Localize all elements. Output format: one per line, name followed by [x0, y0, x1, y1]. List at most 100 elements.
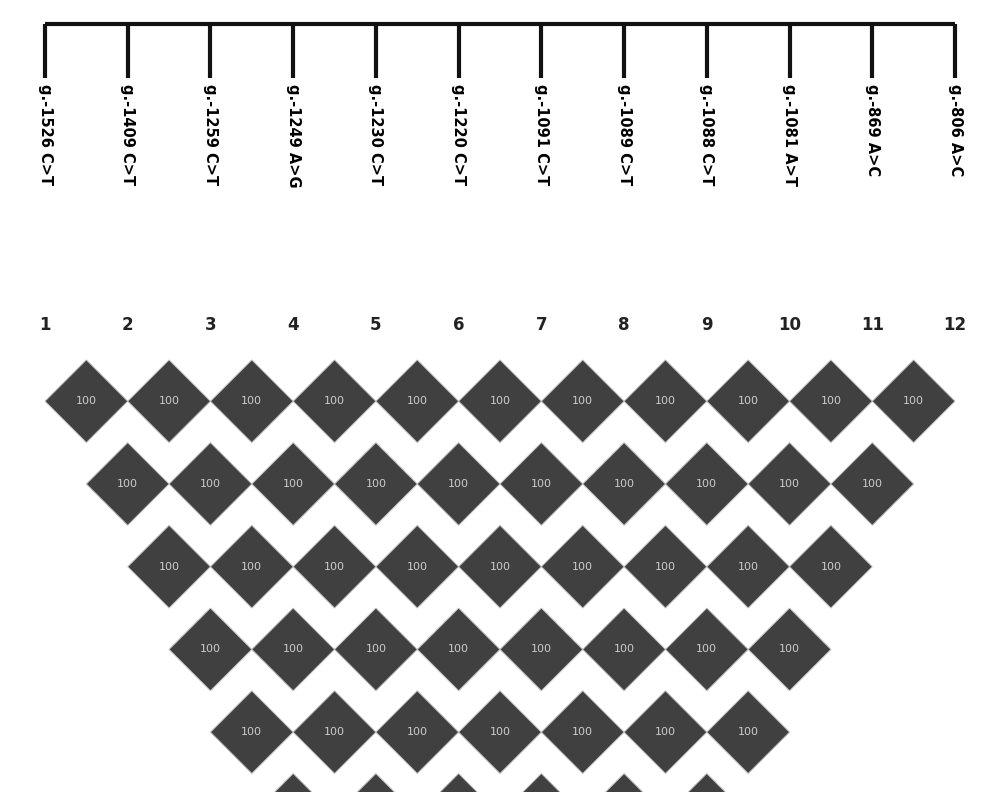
Text: 100: 100 [407, 727, 428, 737]
Text: g.-1409 C>T: g.-1409 C>T [120, 84, 135, 185]
Text: 100: 100 [76, 396, 97, 406]
Text: g.-869 A>C: g.-869 A>C [865, 84, 880, 177]
Polygon shape [665, 774, 748, 792]
Text: g.-1220 C>T: g.-1220 C>T [451, 84, 466, 185]
Text: 100: 100 [365, 645, 386, 654]
Text: g.-1230 C>T: g.-1230 C>T [368, 84, 383, 185]
Text: 100: 100 [614, 479, 635, 489]
Text: 100: 100 [490, 727, 511, 737]
Polygon shape [459, 525, 541, 608]
Text: g.-1088 C>T: g.-1088 C>T [699, 84, 714, 185]
Polygon shape [210, 525, 293, 608]
Polygon shape [748, 608, 831, 691]
Polygon shape [293, 525, 376, 608]
Text: 100: 100 [159, 562, 180, 572]
Text: 100: 100 [903, 396, 924, 406]
Polygon shape [293, 691, 376, 774]
Text: 100: 100 [283, 645, 304, 654]
Text: 100: 100 [820, 396, 841, 406]
Polygon shape [541, 691, 624, 774]
Text: g.-1259 C>T: g.-1259 C>T [203, 84, 218, 185]
Text: 12: 12 [943, 316, 967, 333]
Polygon shape [583, 608, 665, 691]
Text: 100: 100 [159, 396, 180, 406]
Polygon shape [293, 360, 376, 443]
Text: g.-1249 A>G: g.-1249 A>G [286, 84, 301, 188]
Text: 100: 100 [241, 727, 262, 737]
Text: 100: 100 [572, 396, 593, 406]
Polygon shape [500, 774, 583, 792]
Polygon shape [128, 525, 210, 608]
Text: 100: 100 [696, 645, 717, 654]
Polygon shape [665, 608, 748, 691]
Polygon shape [252, 774, 335, 792]
Text: g.-1091 C>T: g.-1091 C>T [534, 84, 549, 185]
Polygon shape [335, 774, 417, 792]
Polygon shape [790, 360, 872, 443]
Polygon shape [583, 443, 665, 525]
Text: 1: 1 [39, 316, 51, 333]
Text: 100: 100 [655, 396, 676, 406]
Text: 100: 100 [696, 479, 717, 489]
Text: 10: 10 [778, 316, 801, 333]
Text: 100: 100 [241, 396, 262, 406]
Text: 100: 100 [489, 396, 510, 406]
Text: 100: 100 [738, 727, 759, 737]
Polygon shape [624, 525, 707, 608]
Polygon shape [376, 360, 459, 443]
Polygon shape [169, 443, 252, 525]
Polygon shape [376, 691, 459, 774]
Polygon shape [707, 691, 790, 774]
Text: 5: 5 [370, 316, 382, 333]
Polygon shape [707, 360, 790, 443]
Text: 100: 100 [738, 396, 759, 406]
Text: 100: 100 [738, 562, 759, 572]
Polygon shape [86, 443, 169, 525]
Polygon shape [169, 608, 252, 691]
Text: 100: 100 [407, 562, 428, 572]
Text: 100: 100 [117, 479, 138, 489]
Text: 100: 100 [779, 479, 800, 489]
Text: 100: 100 [283, 479, 304, 489]
Text: 2: 2 [122, 316, 134, 333]
Text: 100: 100 [324, 396, 345, 406]
Text: g.-806 A>C: g.-806 A>C [948, 84, 963, 177]
Polygon shape [335, 608, 417, 691]
Text: 100: 100 [655, 727, 676, 737]
Polygon shape [376, 525, 459, 608]
Polygon shape [417, 608, 500, 691]
Text: 100: 100 [614, 645, 635, 654]
Polygon shape [252, 443, 335, 525]
Text: 100: 100 [820, 562, 841, 572]
Text: 100: 100 [489, 562, 510, 572]
Text: 6: 6 [453, 316, 464, 333]
Text: 100: 100 [200, 645, 221, 654]
Polygon shape [417, 443, 500, 525]
Polygon shape [417, 774, 500, 792]
Polygon shape [335, 443, 417, 525]
Polygon shape [748, 443, 831, 525]
Polygon shape [500, 608, 583, 691]
Text: 100: 100 [655, 562, 676, 572]
Polygon shape [872, 360, 955, 443]
Polygon shape [459, 691, 541, 774]
Polygon shape [128, 360, 210, 443]
Text: 100: 100 [241, 562, 262, 572]
Text: 100: 100 [200, 479, 221, 489]
Text: 7: 7 [536, 316, 547, 333]
Polygon shape [45, 360, 128, 443]
Text: g.-1526 C>T: g.-1526 C>T [37, 84, 53, 185]
Text: 100: 100 [448, 645, 469, 654]
Polygon shape [831, 443, 914, 525]
Polygon shape [624, 691, 707, 774]
Text: 3: 3 [205, 316, 216, 333]
Polygon shape [707, 525, 790, 608]
Text: 11: 11 [861, 316, 884, 333]
Text: 100: 100 [862, 479, 883, 489]
Text: 100: 100 [324, 727, 345, 737]
Polygon shape [210, 360, 293, 443]
Text: 100: 100 [448, 479, 469, 489]
Polygon shape [541, 360, 624, 443]
Polygon shape [210, 691, 293, 774]
Polygon shape [790, 525, 872, 608]
